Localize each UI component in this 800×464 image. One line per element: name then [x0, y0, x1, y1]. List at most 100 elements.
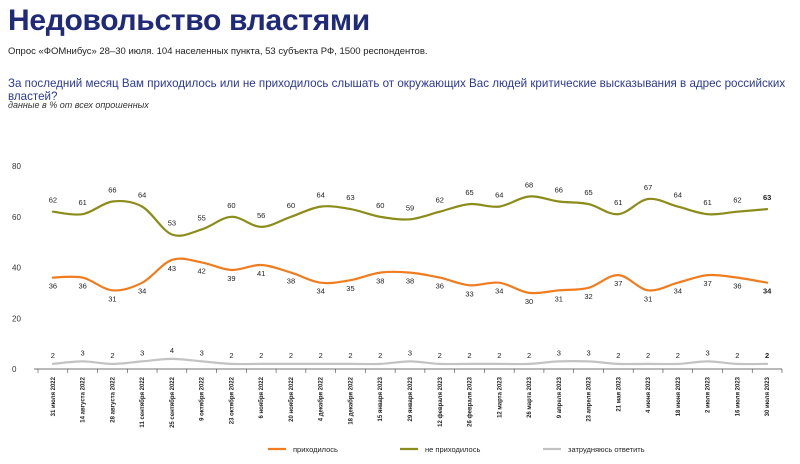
- x-tick-label: 14 августа 2022: [81, 376, 87, 422]
- data-label: 39: [227, 274, 235, 283]
- data-label: 33: [465, 289, 473, 298]
- series-line-0: [51, 257, 769, 295]
- data-label: 56: [257, 211, 265, 220]
- data-label: 61: [78, 198, 86, 207]
- data-label: 2: [438, 351, 442, 360]
- x-tick-label: 16 июля 2023: [735, 376, 741, 416]
- series-line-2: [51, 357, 769, 366]
- data-label: 36: [49, 282, 57, 291]
- y-tick-label: 40: [12, 264, 21, 273]
- data-label: 31: [555, 294, 563, 303]
- data-label: 2: [646, 351, 650, 360]
- x-tick-label: 9 апреля 2023: [557, 376, 563, 418]
- x-tick-label: 29 января 2023: [408, 376, 414, 421]
- units-note: данные в % от всех опрошенных: [8, 100, 149, 110]
- data-label: 36: [436, 282, 444, 291]
- x-tick-label: 4 июня 2023: [646, 376, 652, 413]
- data-label: 38: [376, 277, 384, 286]
- data-label: 63: [763, 193, 771, 202]
- data-label: 62: [436, 196, 444, 205]
- page-title: Недовольство властями: [8, 4, 370, 37]
- data-label: 31: [644, 294, 652, 303]
- data-label: 2: [735, 351, 739, 360]
- data-label: 2: [676, 351, 680, 360]
- x-tick-label: 4 декабря 2022: [318, 376, 325, 421]
- data-label: 3: [140, 348, 144, 357]
- x-tick-label: 28 августа 2022: [110, 376, 116, 422]
- data-label: 32: [584, 292, 592, 301]
- data-label: 64: [317, 191, 325, 200]
- survey-subtitle: Опрос «ФОМнибус» 28–30 июля. 104 населен…: [8, 46, 428, 57]
- data-label: 59: [406, 203, 414, 212]
- x-tick-label: 12 февраля 2023: [437, 376, 444, 427]
- data-label: 37: [614, 279, 622, 288]
- chart-series-lines: [51, 195, 769, 366]
- x-tick-label: 31 июля 2022: [51, 376, 57, 416]
- data-label: 36: [78, 282, 86, 291]
- data-label: 2: [467, 351, 471, 360]
- data-label: 65: [584, 188, 592, 197]
- data-label: 67: [644, 183, 652, 192]
- data-label: 2: [51, 351, 55, 360]
- x-tick-label: 30 июля 2023: [765, 376, 771, 416]
- data-label: 66: [108, 186, 116, 195]
- data-label: 31: [108, 294, 116, 303]
- data-label: 37: [703, 279, 711, 288]
- data-label: 2: [616, 351, 620, 360]
- data-label: 66: [555, 186, 563, 195]
- data-label: 35: [346, 284, 354, 293]
- legend-entry: не приходилось: [425, 445, 480, 454]
- legend-entry: затрудняюсь ответить: [568, 445, 645, 454]
- data-label: 55: [198, 213, 206, 222]
- data-label: 34: [495, 287, 503, 296]
- data-label: 2: [319, 351, 323, 360]
- data-label: 60: [227, 201, 235, 210]
- data-label: 3: [557, 348, 561, 357]
- chart-axes: 0 20 40 60 80: [12, 162, 783, 374]
- chart-x-tick-labels: 31 июля 2022 14 августа 2022 28 августа 20…: [51, 376, 771, 428]
- x-tick-label: 2 июля 2023: [706, 376, 712, 413]
- x-tick-label: 6 ноября 2022: [258, 376, 265, 418]
- data-label: 2: [259, 351, 263, 360]
- x-tick-label: 26 февраля 2023: [467, 376, 474, 427]
- data-label: 41: [257, 269, 265, 278]
- data-label: 43: [168, 264, 176, 273]
- data-label: 53: [168, 219, 176, 228]
- data-label: 30: [525, 297, 533, 306]
- x-tick-label: 20 ноября 2022: [288, 376, 295, 422]
- data-label: 3: [706, 348, 710, 357]
- data-label: 63: [346, 193, 354, 202]
- data-label: 2: [378, 351, 382, 360]
- data-label: 62: [733, 196, 741, 205]
- x-tick-label: 23 апреля 2023: [587, 376, 593, 421]
- data-label: 2: [229, 351, 233, 360]
- legend-entry: приходилось: [293, 445, 338, 454]
- x-tick-label: 26 марта 2023: [527, 376, 533, 418]
- data-label: 2: [110, 351, 114, 360]
- x-tick-label: 18 декабря 2022: [347, 376, 354, 424]
- data-label: 62: [49, 196, 57, 205]
- data-label: 34: [763, 287, 772, 296]
- survey-question: За последний месяц Вам приходилось или н…: [8, 77, 786, 103]
- data-label: 61: [614, 198, 622, 207]
- data-label: 4: [170, 346, 174, 355]
- data-label: 65: [465, 188, 473, 197]
- y-tick-label: 80: [12, 162, 21, 171]
- data-label: 34: [317, 287, 325, 296]
- data-label: 60: [376, 201, 384, 210]
- x-tick-label: 9 октября 2022: [199, 376, 206, 421]
- data-label: 36: [733, 282, 741, 291]
- data-label: 60: [287, 201, 295, 210]
- chart-data-labels: 62 61 66 64 53 55 60 56 60 64 63 60 59 62 65 64 68 66 65 61…: [49, 180, 772, 359]
- x-tick-label: 18 июня 2023: [676, 376, 682, 416]
- data-label: 2: [765, 351, 769, 360]
- data-label: 2: [527, 351, 531, 360]
- x-tick-label: 11 сентября 2022: [139, 376, 146, 427]
- data-label: 64: [138, 191, 146, 200]
- data-label: 42: [198, 266, 206, 275]
- data-label: 3: [408, 348, 412, 357]
- x-tick-label: 15 января 2023: [378, 376, 384, 421]
- data-label: 3: [586, 348, 590, 357]
- data-label: 2: [348, 351, 352, 360]
- series-line-1: [51, 195, 769, 237]
